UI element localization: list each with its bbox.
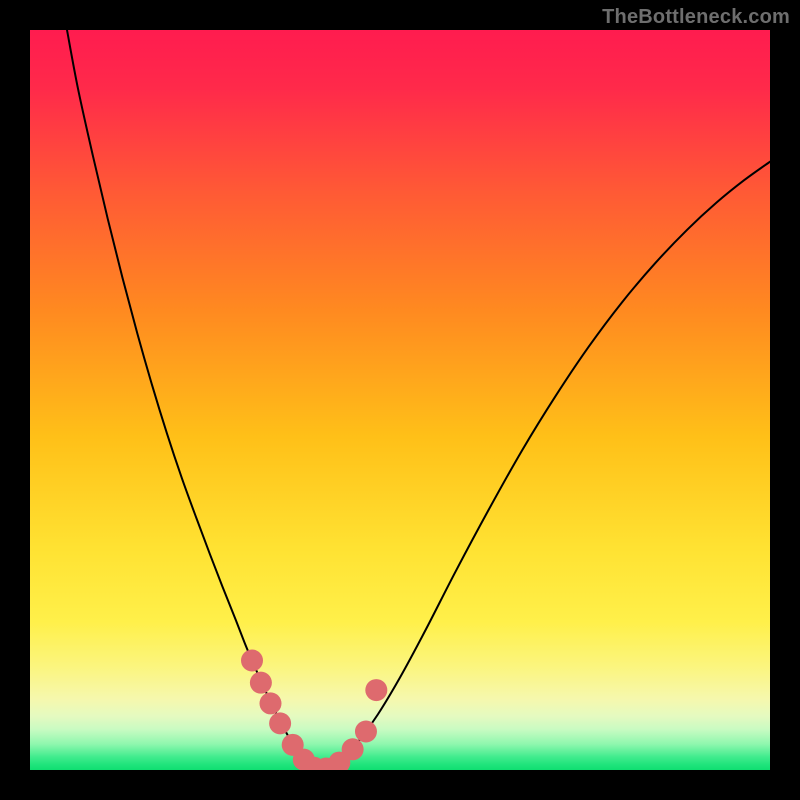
- data-marker: [342, 738, 364, 760]
- data-marker: [250, 672, 272, 694]
- bottleneck-chart: [0, 0, 800, 800]
- chart-background: [30, 30, 770, 770]
- data-marker: [365, 679, 387, 701]
- data-marker: [269, 712, 291, 734]
- watermark-text: TheBottleneck.com: [602, 6, 790, 29]
- data-marker: [355, 721, 377, 743]
- data-marker: [260, 692, 282, 714]
- data-marker: [241, 649, 263, 671]
